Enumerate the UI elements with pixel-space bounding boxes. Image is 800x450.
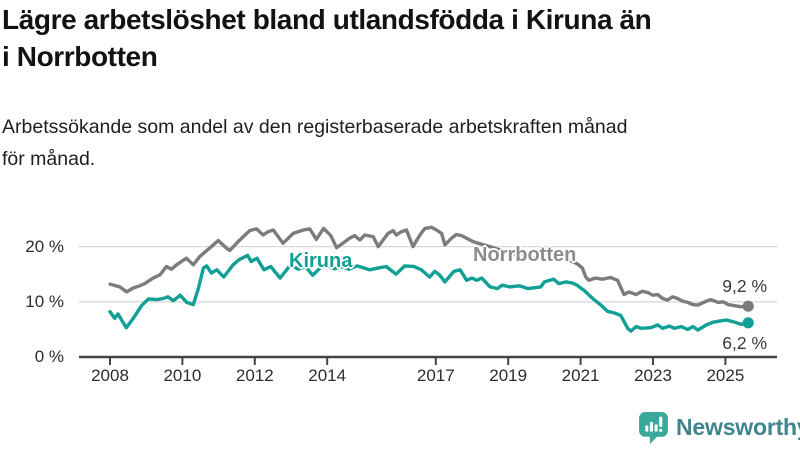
x-axis-label-2012: 2012: [235, 366, 274, 385]
page-title-line-2: i Norrbotten: [2, 40, 158, 72]
x-axis-label-2021: 2021: [561, 366, 600, 385]
end-value-norrbotten: 9,2 %: [722, 276, 767, 296]
x-axis-label-2017: 2017: [416, 366, 455, 385]
kiruna-line: [108, 253, 750, 333]
x-axis-label-2010: 2010: [163, 366, 202, 385]
chart-subtitle-line-1: Arbetssökande som andel av den registerb…: [2, 116, 628, 138]
x-axis-label-2014: 2014: [308, 366, 347, 385]
newsworthy-logo[interactable]: Newsworthy: [638, 411, 800, 444]
newsworthy-bar-chart-bubble-icon: [639, 412, 668, 444]
y-axis-label-20: 20 %: [25, 236, 64, 256]
x-axis-label-2025: 2025: [706, 366, 745, 385]
norrbotten-end-dot: [742, 300, 754, 312]
brand-name: Newsworthy: [676, 414, 800, 440]
kiruna-end-dot: [742, 317, 754, 329]
page-title-line-1: Lägre arbetslöshet bland utlandsfödda i …: [2, 4, 652, 35]
series-label-kiruna: Kiruna: [289, 250, 353, 272]
chart-subtitle-line-2: för månad.: [2, 147, 96, 170]
x-axis-label-2023: 2023: [634, 366, 672, 385]
y-axis-label-0: 0 %: [34, 347, 64, 366]
end-value-kiruna: 6,2 %: [722, 333, 767, 353]
x-axis-label-2008: 2008: [91, 366, 129, 385]
y-axis-label-10: 10 %: [25, 291, 64, 311]
series-label-norrbotten: Norrbotten: [473, 244, 577, 266]
chart-subtitle: Arbetssökande som andel av den registerb…: [2, 112, 798, 176]
page-title: Lägre arbetslöshet bland utlandsfödda i …: [2, 2, 792, 76]
norrbotten-line: [108, 225, 750, 309]
x-axis-label-2019: 2019: [489, 366, 528, 385]
